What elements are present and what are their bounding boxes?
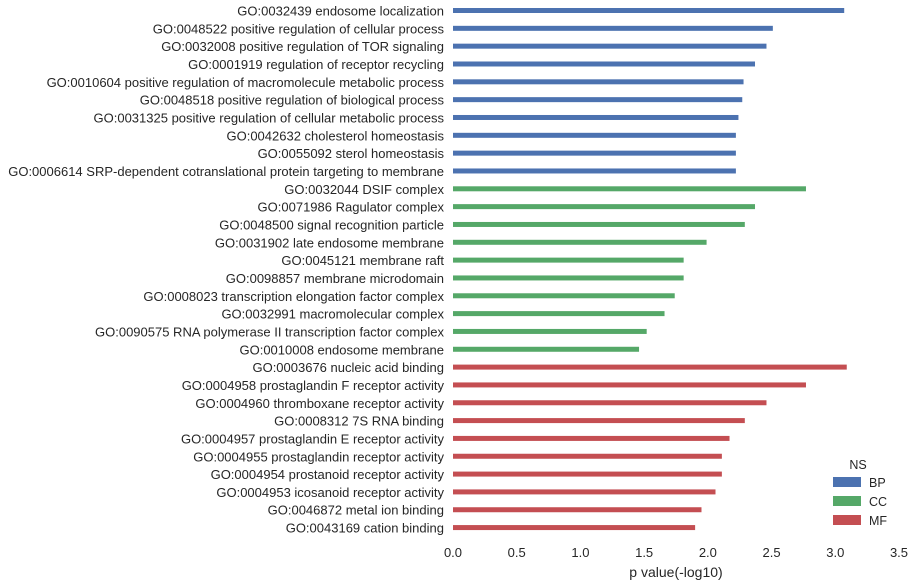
bar-mf (453, 382, 806, 388)
legend-swatch-bp (833, 477, 861, 487)
bar-bp (453, 8, 845, 13)
y-tick-label: GO:0032008 positive regulation of TOR si… (161, 39, 444, 54)
y-tick-label: GO:0031902 late endosome membrane (215, 235, 444, 250)
bar-cc (453, 293, 675, 299)
bar-mf (453, 435, 730, 441)
bar-bp (453, 25, 773, 31)
bar-cc (453, 186, 806, 192)
x-tick-label: 0.0 (444, 545, 462, 560)
y-tick-label: GO:0006614 SRP-dependent cotranslational… (8, 164, 444, 179)
y-tick-label: GO:0048522 positive regulation of cellul… (153, 21, 445, 36)
legend-title: NS (849, 458, 866, 472)
legend: NS BP CC MF (833, 458, 887, 528)
legend-swatch-mf (833, 515, 861, 525)
bar-cc (453, 239, 707, 245)
y-tick-label: GO:0042632 cholesterol homeostasis (226, 128, 444, 143)
bar-bp (453, 114, 739, 120)
y-tick-label: GO:0004953 icosanoid receptor activity (216, 485, 444, 500)
y-tick-label: GO:0010604 positive regulation of macrom… (47, 75, 445, 90)
bar-mf (453, 418, 745, 424)
y-tick-label: GO:0003676 nucleic acid binding (252, 360, 444, 375)
y-tick-label: GO:0048518 positive regulation of biolog… (140, 93, 445, 108)
bar-mf (453, 525, 696, 531)
y-tick-label: GO:0055092 sterol homeostasis (258, 146, 445, 161)
x-tick-label: 2.0 (699, 545, 717, 560)
legend-label-bp: BP (869, 476, 886, 490)
x-axis-label: p value(-log10) (629, 564, 722, 580)
y-tick-label: GO:0004955 prostaglandin receptor activi… (193, 449, 444, 464)
y-tick-label: GO:0008312 7S RNA binding (274, 414, 444, 429)
bar-mf (453, 364, 847, 370)
y-tick-label: GO:0001919 regulation of receptor recycl… (188, 57, 444, 72)
y-tick-label: GO:0004958 prostaglandin F receptor acti… (182, 378, 445, 393)
bar-cc (453, 328, 647, 334)
bar-cc (453, 275, 684, 281)
x-tick-label: 3.5 (890, 545, 908, 560)
y-tick-label: GO:0090575 RNA polymerase II transcripti… (95, 324, 444, 339)
bar-bp (453, 43, 767, 49)
legend-label-mf: MF (869, 514, 887, 528)
bar-cc (453, 311, 665, 317)
x-tick-label: 2.5 (763, 545, 781, 560)
y-tick-label: GO:0032044 DSIF complex (284, 182, 444, 197)
y-tick-label: GO:0071986 Ragulator complex (258, 200, 445, 215)
x-axis: 0.0 0.5 1.0 1.5 2.0 2.5 3.0 3.5 (444, 545, 908, 560)
bar-mf (453, 400, 767, 406)
bar-cc (453, 346, 640, 352)
y-tick-label: GO:0031325 positive regulation of cellul… (94, 110, 445, 125)
y-tick-label: GO:0032439 endosome localization (237, 4, 444, 19)
bar-bp (453, 150, 736, 156)
bar-cc (453, 221, 745, 227)
y-tick-label: GO:0043169 cation binding (286, 521, 444, 536)
y-tick-label: GO:0046872 metal ion binding (268, 503, 444, 518)
y-tick-label: GO:0032991 macromolecular complex (221, 307, 444, 322)
bars (453, 8, 847, 531)
bar-cc (453, 204, 756, 210)
y-tick-label: GO:0004957 prostaglandin E receptor acti… (181, 431, 445, 446)
bar-bp (453, 61, 756, 67)
legend-swatch-cc (833, 496, 861, 506)
y-tick-labels: GO:0032439 endosome localization GO:00485… (8, 4, 444, 536)
y-tick-label: GO:0048500 signal recognition particle (219, 217, 444, 232)
bar-cc (453, 257, 684, 263)
x-tick-label: 3.0 (826, 545, 844, 560)
y-tick-label: GO:0098857 membrane microdomain (226, 271, 444, 286)
x-tick-label: 1.5 (635, 545, 653, 560)
y-tick-label: GO:0008023 transcription elongation fact… (143, 289, 444, 304)
x-tick-label: 1.0 (571, 545, 589, 560)
y-tick-label: GO:0010008 endosome membrane (239, 342, 444, 357)
bar-mf (453, 471, 722, 477)
x-tick-label: 0.5 (508, 545, 526, 560)
y-tick-label: GO:0004960 thromboxane receptor activity (195, 396, 444, 411)
bar-mf (453, 489, 716, 495)
bar-bp (453, 79, 744, 85)
bar-bp (453, 97, 743, 103)
legend-label-cc: CC (869, 495, 887, 509)
bar-bp (453, 132, 736, 138)
bar-mf (453, 453, 722, 459)
bar-bp (453, 168, 736, 174)
bar-mf (453, 507, 702, 513)
y-tick-label: GO:0004954 prostanoid receptor activity (211, 467, 445, 482)
y-tick-label: GO:0045121 membrane raft (281, 253, 444, 268)
